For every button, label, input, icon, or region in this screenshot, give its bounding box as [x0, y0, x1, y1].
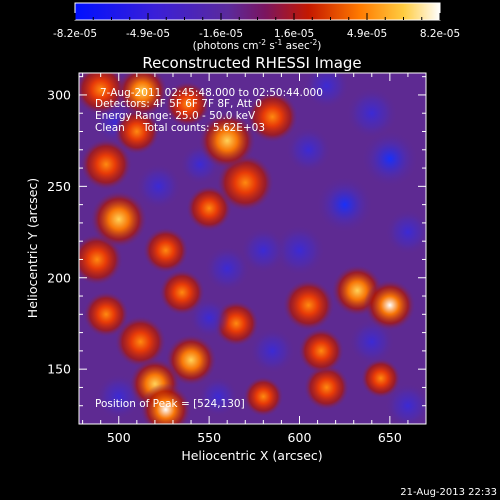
- emission-trough: [384, 208, 426, 256]
- emission-peak: [243, 376, 284, 417]
- emission-trough: [135, 163, 182, 210]
- y-tick-label: 250: [47, 179, 71, 194]
- emission-peak: [113, 108, 160, 155]
- emission-trough: [285, 126, 332, 173]
- x-tick-label: 500: [107, 430, 131, 445]
- time-range-label: 7-Aug-2011 02:45:48.000 to 02:50:44.000: [100, 87, 323, 99]
- chart-title: Reconstructed RHESSI Image: [142, 54, 361, 72]
- emission-trough: [384, 382, 426, 424]
- colorbar-tick-label: 8.2e-05: [420, 28, 460, 40]
- emission-trough: [273, 224, 326, 277]
- total-counts-label: Total counts: 5.62E+03: [142, 122, 265, 134]
- emission-trough: [315, 175, 374, 234]
- emission-peak: [139, 383, 192, 424]
- emission-peak: [79, 73, 127, 116]
- colorbar-tick-label: 1.6e-05: [274, 28, 314, 40]
- y-tick-label: 200: [47, 270, 71, 285]
- image-annotations: 7-Aug-2011 02:45:48.000 to 02:50:44.000 …: [95, 87, 323, 410]
- emission-peak: [164, 80, 211, 128]
- method-label: Clean: [95, 122, 125, 134]
- plot-timestamp: 21-Aug-2013 22:33: [400, 487, 497, 498]
- y-tick-label: 300: [47, 87, 71, 102]
- emission-trough: [303, 73, 350, 109]
- emission-peak: [114, 315, 167, 368]
- emission-peak: [142, 227, 189, 274]
- peak-position-label: Position of Peak = [524,130]: [95, 398, 245, 410]
- y-tick-label: 150: [47, 362, 71, 377]
- colorbar-tick-label: -8.2e-05: [53, 28, 97, 40]
- emission-peak: [363, 279, 416, 332]
- emission-peak: [360, 358, 402, 399]
- emission-peak: [80, 138, 133, 191]
- emission-peak: [298, 327, 345, 375]
- emission-peak: [303, 364, 350, 411]
- emission-peak: [82, 291, 130, 338]
- colorbar-tick-label: -1.6e-05: [199, 28, 243, 40]
- x-axis-label: Heliocentric X (arcsec): [181, 448, 322, 463]
- emission-peak: [116, 73, 169, 118]
- x-tick-label: 600: [288, 430, 312, 445]
- x-tick-label: 550: [197, 430, 221, 445]
- plot-frame: [78, 72, 427, 425]
- emission-peak: [282, 279, 335, 332]
- colorbar-tick-label: 4.9e-05: [347, 28, 387, 40]
- x-tick-label: 650: [378, 430, 402, 445]
- emission-trough: [345, 87, 398, 140]
- emission-trough: [240, 227, 287, 274]
- emission-trough: [197, 376, 239, 417]
- axis-ticks: 500 550 600 650 150 200 250 300: [47, 73, 427, 445]
- emission-trough: [360, 130, 419, 188]
- colorbar-unit-label: (photons cm-2 s-1 asec-2): [193, 38, 322, 52]
- detectors-label: Detectors: 4F 5F 6F 7F 8F, Att 0: [95, 98, 262, 110]
- emission-peak: [198, 111, 257, 170]
- heatmap: [79, 73, 426, 424]
- colorbar-tick-label: -4.9e-05: [126, 28, 170, 40]
- emission-peak: [158, 269, 206, 316]
- emission-trough: [204, 245, 251, 292]
- emission-peak: [89, 190, 148, 249]
- emission-trough: [249, 327, 296, 375]
- colorbar: -8.2e-05 -4.9e-05 -1.6e-05 1.6e-05 4.9e-…: [53, 2, 460, 52]
- y-axis-label: Heliocentric Y (arcsec): [25, 178, 40, 318]
- energy-range-label: Energy Range: 25.0 - 50.0 keV: [95, 110, 256, 122]
- emission-peak: [246, 90, 299, 143]
